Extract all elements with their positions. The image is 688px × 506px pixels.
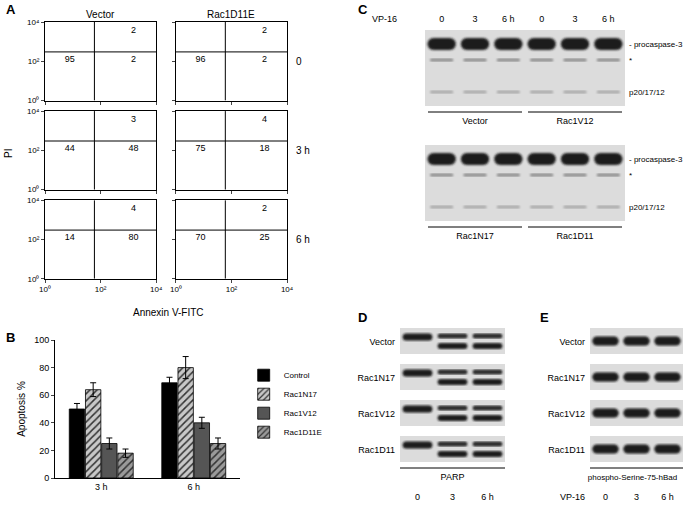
svg-text:14: 14 bbox=[65, 232, 75, 242]
svg-text:70: 70 bbox=[196, 232, 206, 242]
svg-text:10⁰: 10⁰ bbox=[170, 285, 182, 294]
svg-text:10⁴: 10⁴ bbox=[27, 196, 40, 205]
svg-text:Vector: Vector bbox=[86, 9, 115, 20]
svg-text:Rac1V12: Rac1V12 bbox=[358, 409, 395, 419]
svg-text:10⁴: 10⁴ bbox=[27, 107, 40, 116]
svg-text:2: 2 bbox=[131, 25, 136, 35]
svg-text:96: 96 bbox=[196, 54, 206, 64]
svg-text:40: 40 bbox=[39, 418, 49, 428]
svg-text:10⁰: 10⁰ bbox=[39, 285, 51, 294]
svg-text:Rac1N17: Rac1N17 bbox=[357, 373, 395, 383]
svg-text:3: 3 bbox=[634, 492, 639, 502]
svg-text:- procaspase-3: - procaspase-3 bbox=[629, 155, 683, 164]
svg-text:p20/17/12: p20/17/12 bbox=[629, 88, 665, 97]
svg-text:Vector: Vector bbox=[462, 116, 488, 126]
svg-text:Annexin V-FITC: Annexin V-FITC bbox=[133, 307, 204, 318]
svg-text:*: * bbox=[629, 56, 632, 65]
svg-text:2: 2 bbox=[262, 25, 267, 35]
svg-text:6 h: 6 h bbox=[296, 234, 310, 245]
svg-text:6 h: 6 h bbox=[481, 492, 494, 502]
svg-text:80: 80 bbox=[39, 363, 49, 373]
svg-text:0: 0 bbox=[44, 473, 49, 483]
svg-text:80: 80 bbox=[129, 232, 139, 242]
svg-text:phospho-Serine-75-hBad: phospho-Serine-75-hBad bbox=[588, 473, 677, 482]
svg-text:- procaspase-3: - procaspase-3 bbox=[629, 40, 683, 49]
svg-text:D: D bbox=[358, 310, 367, 325]
svg-text:Rac1D11: Rac1D11 bbox=[548, 445, 585, 455]
svg-text:3: 3 bbox=[131, 114, 136, 124]
svg-text:4: 4 bbox=[262, 114, 267, 124]
svg-text:10⁴: 10⁴ bbox=[281, 285, 294, 294]
svg-text:Apoptosis %: Apoptosis % bbox=[16, 381, 27, 437]
svg-text:Control: Control bbox=[284, 371, 310, 380]
svg-text:100: 100 bbox=[34, 335, 49, 345]
svg-text:0: 0 bbox=[296, 56, 302, 67]
svg-text:Rac1V12: Rac1V12 bbox=[284, 409, 317, 418]
svg-text:10⁰: 10⁰ bbox=[27, 185, 39, 194]
svg-text:E: E bbox=[540, 310, 549, 325]
svg-text:0: 0 bbox=[415, 492, 420, 502]
svg-text:10²: 10² bbox=[95, 285, 107, 294]
svg-text:PI: PI bbox=[3, 148, 14, 157]
svg-text:Rac1D11: Rac1D11 bbox=[358, 445, 395, 455]
svg-text:VP-16: VP-16 bbox=[372, 14, 397, 24]
svg-text:Rac1N17: Rac1N17 bbox=[456, 231, 494, 241]
svg-text:3 h: 3 h bbox=[95, 482, 108, 492]
svg-text:3: 3 bbox=[572, 14, 577, 24]
svg-text:10⁰: 10⁰ bbox=[27, 96, 39, 105]
svg-text:Rac1D11: Rac1D11 bbox=[557, 231, 594, 241]
svg-text:p20/17/12: p20/17/12 bbox=[629, 203, 665, 212]
svg-text:Rac1D11E: Rac1D11E bbox=[207, 9, 255, 20]
svg-text:44: 44 bbox=[65, 143, 75, 153]
svg-text:3 h: 3 h bbox=[296, 145, 310, 156]
svg-text:4: 4 bbox=[131, 203, 136, 213]
svg-text:0: 0 bbox=[439, 14, 444, 24]
svg-text:3: 3 bbox=[472, 14, 477, 24]
svg-text:Rac1N17: Rac1N17 bbox=[284, 390, 318, 399]
svg-text:10²: 10² bbox=[226, 285, 238, 294]
svg-text:C: C bbox=[358, 2, 368, 17]
svg-text:PARP: PARP bbox=[441, 472, 465, 482]
svg-text:Rac1V12: Rac1V12 bbox=[556, 116, 593, 126]
svg-text:Rac1D11E: Rac1D11E bbox=[284, 428, 322, 437]
svg-text:0: 0 bbox=[539, 14, 544, 24]
svg-text:10²: 10² bbox=[28, 146, 40, 155]
svg-text:2: 2 bbox=[262, 54, 267, 64]
svg-text:95: 95 bbox=[65, 54, 75, 64]
svg-text:6 h: 6 h bbox=[602, 14, 615, 24]
svg-text:48: 48 bbox=[129, 143, 139, 153]
svg-text:2: 2 bbox=[131, 54, 136, 64]
svg-text:Rac1V12: Rac1V12 bbox=[548, 409, 585, 419]
svg-text:Rac1N17: Rac1N17 bbox=[547, 373, 585, 383]
svg-text:18: 18 bbox=[260, 143, 270, 153]
svg-text:*: * bbox=[629, 171, 632, 180]
svg-text:10⁰: 10⁰ bbox=[27, 275, 39, 284]
svg-text:10²: 10² bbox=[28, 57, 40, 66]
svg-text:10²: 10² bbox=[28, 235, 40, 244]
svg-text:VP-16: VP-16 bbox=[560, 492, 585, 502]
svg-text:3: 3 bbox=[450, 492, 455, 502]
svg-text:10⁴: 10⁴ bbox=[150, 285, 163, 294]
svg-text:60: 60 bbox=[39, 390, 49, 400]
svg-text:6 h: 6 h bbox=[187, 482, 200, 492]
svg-text:20: 20 bbox=[39, 446, 49, 456]
svg-text:2: 2 bbox=[262, 203, 267, 213]
svg-text:Vector: Vector bbox=[559, 337, 585, 347]
svg-text:Vector: Vector bbox=[369, 337, 395, 347]
svg-text:0: 0 bbox=[603, 492, 608, 502]
svg-text:75: 75 bbox=[196, 143, 206, 153]
svg-text:25: 25 bbox=[260, 232, 270, 242]
svg-text:B: B bbox=[6, 330, 15, 345]
svg-text:A: A bbox=[6, 2, 16, 17]
svg-text:6 h: 6 h bbox=[502, 14, 515, 24]
svg-text:6 h: 6 h bbox=[661, 492, 674, 502]
svg-text:10⁴: 10⁴ bbox=[27, 18, 40, 27]
